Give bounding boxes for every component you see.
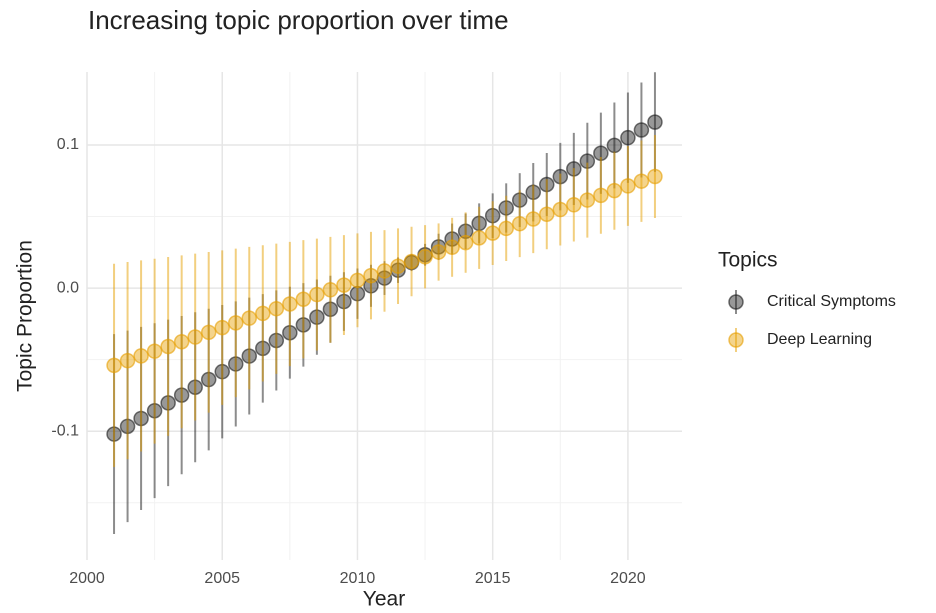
point <box>187 329 203 345</box>
chart-title: Increasing topic proportion over time <box>88 5 509 35</box>
point <box>471 230 487 246</box>
point <box>633 122 650 138</box>
point <box>525 211 541 227</box>
point <box>390 258 406 274</box>
point <box>417 249 433 265</box>
legend-key-point <box>728 332 744 348</box>
point <box>647 168 663 185</box>
point <box>268 300 285 317</box>
x-tick-label: 2015 <box>475 570 511 587</box>
point <box>336 277 352 293</box>
point <box>309 286 325 303</box>
x-tick-label: 2000 <box>69 570 105 587</box>
point <box>322 282 339 298</box>
point <box>403 253 420 270</box>
point <box>606 137 623 154</box>
point <box>593 187 609 204</box>
point <box>241 310 258 326</box>
y-tick-label: 0.0 <box>57 279 79 296</box>
point <box>119 352 136 369</box>
point <box>282 296 298 312</box>
point <box>173 334 190 350</box>
point <box>214 319 230 336</box>
point <box>228 315 244 331</box>
point <box>200 324 217 341</box>
point <box>539 206 555 222</box>
point <box>363 267 379 284</box>
point <box>376 263 393 279</box>
legend-label: Deep Learning <box>767 331 872 348</box>
point <box>146 343 163 359</box>
series <box>106 134 663 467</box>
point <box>430 244 447 260</box>
point <box>579 192 596 208</box>
x-axis-title: Year <box>363 588 405 611</box>
legend-label: Critical Symptoms <box>767 293 896 310</box>
point <box>620 178 636 194</box>
point <box>349 272 366 289</box>
point <box>620 129 636 146</box>
point <box>647 114 663 130</box>
point <box>498 220 514 237</box>
point <box>633 173 650 189</box>
point <box>566 197 582 213</box>
x-tick-label: 2005 <box>204 570 240 587</box>
point <box>295 291 312 308</box>
x-tick-label: 2020 <box>610 570 646 587</box>
point <box>552 201 569 218</box>
y-tick-label: -0.1 <box>51 422 79 439</box>
point <box>606 182 623 199</box>
point <box>444 239 460 256</box>
legend-key-point <box>728 294 744 310</box>
y-axis-title: Topic Proportion <box>14 240 37 392</box>
point <box>160 338 176 355</box>
point <box>133 348 149 364</box>
legend-title: Topics <box>718 249 778 272</box>
point <box>106 357 122 374</box>
point <box>511 215 528 232</box>
point <box>255 305 271 322</box>
y-tick-label: 0.1 <box>57 136 79 153</box>
x-tick-label: 2010 <box>340 570 376 587</box>
point <box>457 234 474 251</box>
point <box>484 225 501 241</box>
